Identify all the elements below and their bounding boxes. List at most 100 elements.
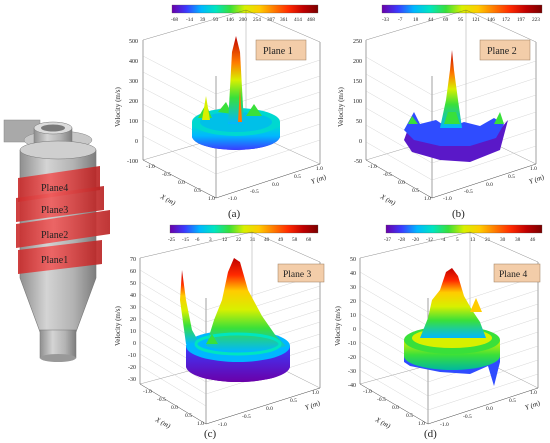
x-tick: 0.5 [185,413,192,419]
y-ticks: -1.0 -0.5 0.0 0.5 1.0 [443,166,537,202]
colorbar-tick: 146 [487,17,495,23]
colorbar-tick: -37 [384,237,391,243]
panel-caption: (d) [424,428,437,440]
x-axis-label: X (m) [373,415,392,430]
colorbar-tick: 38 [515,237,521,243]
colorbar-tick: 172 [502,17,510,23]
colorbar-tick: 69 [443,17,449,23]
plane2-label: Plane2 [41,230,68,241]
colorbar-tick: -28 [398,237,405,243]
colorbar-tick: 5 [456,237,459,243]
outlet-pipe [39,329,77,359]
z-tick: -20 [348,355,356,361]
panel-caption: (a) [228,208,241,220]
z-axis-label: Velocity (m/s) [337,86,345,127]
colorbar-tick: 46 [530,237,536,243]
colorbar-tick: 40 [264,237,270,243]
colorbar [169,224,319,234]
x-tick: -1.0 [146,164,155,170]
x-axis-label: X (m) [153,415,172,430]
colorbar-tick: 18 [413,17,419,23]
x-tick: 0.0 [392,405,399,411]
colorbar-tick: -4 [441,237,446,243]
z-tick: 0 [133,341,136,347]
vortex-finder-hole [41,124,65,132]
axes-box [365,9,537,199]
z-tick: 40 [350,271,356,277]
z-tick: 400 [129,59,138,65]
y-ticks: -1.0 -0.5 0.0 0.5 1.0 [218,390,319,428]
velocity-surface [180,258,290,382]
y-axis-label: Y (m) [304,399,322,412]
z-tick: -50 [354,159,362,165]
colorbar [385,224,543,234]
colorbar-ticks: -68 -14 39 93 146 200 254 307 361 414 46… [171,17,315,23]
y-tick: 1.0 [312,390,319,396]
colorbar-tick: 197 [517,17,525,23]
colorbar-tick: 146 [226,17,234,23]
z-tick: 30 [130,305,136,311]
grid-lines [142,55,321,175]
x-tick: 1.0 [424,196,431,202]
z-ticks: 250 200 150 100 50 0 -50 [353,39,362,165]
panel-d: -37 -28 -20 -12 -4 5 13 21 30 38 46 [334,224,543,440]
plane-tag-label: Plane 1 [263,46,293,57]
y-ticks: -1.0 -0.5 0.0 0.5 1.0 [228,166,323,202]
colorbar-tick: 31 [250,237,256,243]
z-axis-label: Velocity (m/s) [334,305,342,346]
colorbar-tick: -68 [171,17,178,23]
colorbar-tick: 361 [280,17,288,23]
y-tick: 0.0 [486,406,493,412]
colorbar [381,4,543,14]
y-tick: -0.5 [464,189,473,195]
y-tick: 1.0 [316,166,323,172]
z-tick: 70 [130,257,136,263]
y-tick: -0.5 [463,414,472,420]
y-tick: 1.0 [530,390,537,396]
x-ticks: -1.0 -0.5 0.0 0.5 1.0 [146,164,215,202]
z-tick: 20 [350,299,356,305]
y-tick: -1.0 [218,422,227,428]
z-tick: 50 [350,257,356,263]
x-tick: -0.5 [383,172,392,178]
colorbar-ticks: -33 -7 18 44 69 95 121 146 172 197 223 [382,17,540,23]
y-axis-label: Y (m) [524,399,542,412]
plane1-label: Plane1 [41,255,68,266]
z-tick: -30 [128,377,136,383]
colorbar-tick: -7 [398,17,403,23]
plane4-label: Plane4 [41,183,68,194]
colorbar-tick: -6 [195,237,200,243]
plane-tag [255,39,307,61]
colorbar-tick: 95 [458,17,464,23]
cyclone-illustration: Plane4 Plane3 Plane2 Plane1 [3,119,110,362]
x-ticks: -1.0 -0.5 0.0 0.5 1.0 [143,389,204,427]
colorbar-tick: 223 [532,17,540,23]
panel-caption: (c) [204,428,217,440]
x-tick: 0.5 [406,413,413,419]
y-tick: 0.0 [272,182,279,188]
z-tick: 300 [129,79,138,85]
colorbar-tick: 22 [236,237,242,243]
colorbar-tick: 30 [500,237,506,243]
colorbar-tick: 93 [213,17,219,23]
z-tick: 0 [353,327,356,333]
colorbar-tick: -33 [382,17,389,23]
colorbar-tick: 44 [428,17,434,23]
z-tick: 10 [350,313,356,319]
colorbar-tick: 68 [306,237,312,243]
y-tick: -0.5 [250,189,259,195]
colorbar-tick: -25 [168,237,175,243]
grid-lines [365,56,537,181]
velocity-surface [404,268,500,386]
plane-tag-label: Plane 2 [487,46,517,57]
colorbar-tick: 307 [267,17,275,23]
z-tick: 40 [130,293,136,299]
plane3-label: Plane3 [41,205,68,216]
plane-tag-label: Plane 4 [499,270,527,280]
x-ticks: -1.0 -0.5 0.0 0.5 1.0 [363,389,425,427]
x-tick: 0.5 [194,188,201,194]
colorbar-tick: -14 [186,17,193,23]
y-tick: 0.0 [486,182,493,188]
panel-a: -68 -14 39 93 146 200 254 307 361 414 46… [114,4,328,220]
plane-tag [277,263,325,283]
